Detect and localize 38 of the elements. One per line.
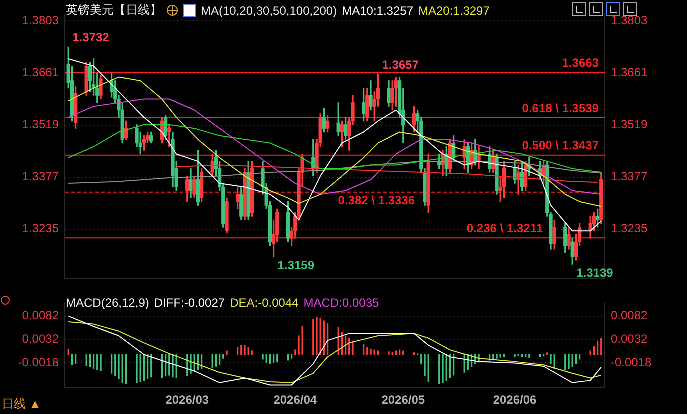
y2-tick-label: 1.3519	[611, 118, 648, 132]
y-tick-label: 1.3803	[22, 14, 60, 28]
annotation: 1.3657	[382, 58, 420, 72]
annotation: 1.3159	[278, 258, 315, 272]
x-tick-label: 2026/06	[493, 393, 538, 408]
y2-tick-label: 1.3235	[611, 222, 648, 236]
y-tick-label: 1.3661	[22, 66, 60, 80]
y-tick-label: -0.0018	[18, 356, 60, 370]
ref-line-label: 0.618 \ 1.3539	[522, 101, 600, 116]
chart-title: MACD(26,12,9)	[66, 296, 150, 310]
ref-line-label: 0.500 \ 1.3437	[522, 138, 600, 153]
x-tick-label: 2026/05	[382, 393, 426, 408]
x-tick-label: 2026/04	[274, 393, 318, 408]
text: 日线 ▲	[2, 396, 42, 413]
chart-title: 英镑美元【日线】	[66, 2, 162, 19]
y-tick-label: 1.3235	[22, 222, 60, 236]
text: DEA:-0.0044	[230, 296, 299, 310]
ref-line-label: 0.236 \ 1.3211	[466, 221, 544, 236]
y-tick-label: 0.0032	[22, 332, 60, 346]
y2-tick-label: -0.0018	[611, 356, 652, 370]
y2-tick-label: 1.3803	[611, 14, 648, 28]
text: DIFF:-0.0027	[154, 296, 226, 310]
y2-tick-label: 1.3377	[611, 170, 648, 184]
y-tick-label: 0.0082	[22, 308, 60, 323]
chart-subtitle: MA(10,20,30,50,100,200)	[201, 4, 338, 18]
series-label: MACD:0.0035	[304, 296, 380, 310]
ref-line-label: 1.3663	[562, 56, 600, 70]
y-tick-label: 1.3519	[22, 118, 60, 132]
y2-tick-label: 0.0082	[611, 308, 648, 323]
x-tick-label: 2026/03	[166, 393, 210, 408]
text: MA10:1.3257	[342, 4, 414, 18]
ref-line-label: 0.382 \ 1.3336	[338, 194, 416, 208]
text: MA20:1.3297	[418, 4, 490, 18]
annotation: 1.3732	[72, 30, 110, 45]
y2-tick-label: 0.0032	[611, 332, 648, 346]
y2-tick-label: 1.3661	[611, 66, 648, 80]
y-tick-label: 1.3377	[22, 170, 60, 184]
annotation: 1.3139	[576, 266, 614, 280]
